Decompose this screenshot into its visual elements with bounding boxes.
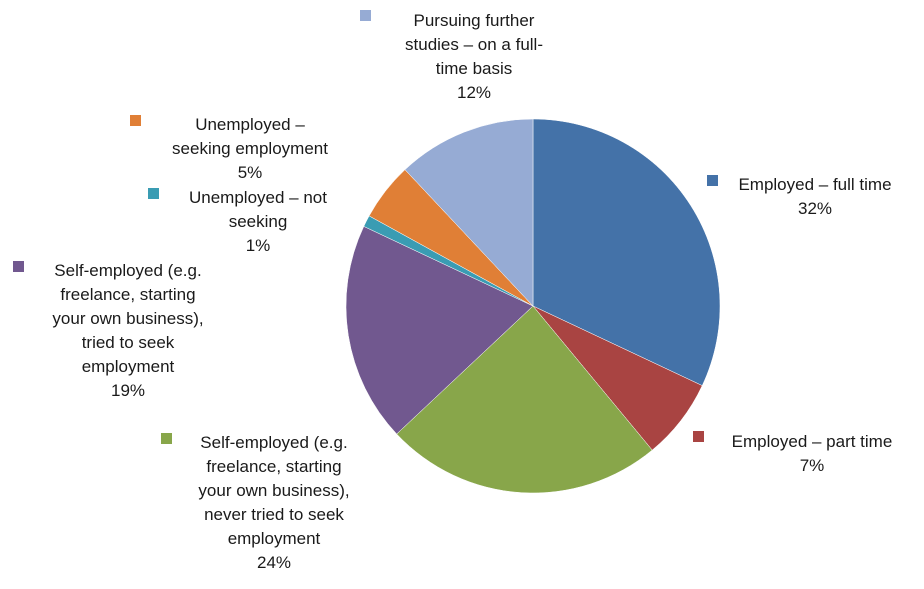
slice-name-label: Unemployed – not: [189, 188, 327, 207]
legend-swatch: [693, 431, 704, 442]
slice-name-label: never tried to seek: [204, 505, 344, 524]
slice-label-employed-full-time: Employed – full time 32%: [707, 175, 892, 218]
slice-name-label: Unemployed –: [195, 115, 305, 134]
slice-name-label: employment: [228, 529, 321, 548]
slice-name-label: Employed – part time: [732, 432, 893, 451]
slice-percent-label: 12%: [457, 83, 491, 102]
slice-name-label: Self-employed (e.g.: [54, 261, 201, 280]
slice-name-label: Pursuing further: [414, 11, 535, 30]
slice-name-label: Self-employed (e.g.: [200, 433, 347, 452]
pie-labels: Employed – full time 32% Employed – part t…: [13, 10, 892, 572]
slice-label-pursuing-further-studies-on-a-full-time-basis: Pursuing further studies – on a full-time…: [360, 10, 543, 102]
slice-name-label: your own business),: [198, 481, 349, 500]
slice-name-label: Employed – full time: [738, 175, 891, 194]
slice-name-label: freelance, starting: [206, 457, 341, 476]
slice-label-unemployed-not-seeking: Unemployed – not seeking 1%: [148, 188, 327, 255]
legend-swatch: [360, 10, 371, 21]
legend-swatch: [161, 433, 172, 444]
slice-name-label: studies – on a full-: [405, 35, 543, 54]
slice-name-label: freelance, starting: [60, 285, 195, 304]
slice-name-label: employment: [82, 357, 175, 376]
legend-swatch: [707, 175, 718, 186]
slice-label-self-employed-e-g-freelance-starting-your-own-business-tried-to-seek-employment: Self-employed (e.g. freelance, starting yo…: [13, 261, 204, 400]
slice-name-label: seeking employment: [172, 139, 328, 158]
slice-percent-label: 1%: [246, 236, 271, 255]
legend-swatch: [130, 115, 141, 126]
pie-slice-employed-full-time: [532, 118, 721, 386]
legend-swatch: [13, 261, 24, 272]
slice-label-employed-part-time: Employed – part time 7%: [693, 431, 892, 475]
slice-name-label: your own business),: [52, 309, 203, 328]
slice-label-self-employed-e-g-freelance-starting-your-own-business-never-tried-to-seek-employment: Self-employed (e.g. freelance, starting yo…: [161, 433, 350, 572]
slice-name-label: tried to seek: [82, 333, 175, 352]
pie-slice-pursuing-further-studies-on-a-full-time-basis: [404, 118, 534, 307]
pie-slice-self-employed-e-g-freelance-starting-your-own-business-tried-to-seek-employment: [345, 226, 534, 435]
slice-percent-label: 24%: [257, 553, 291, 572]
legend-swatch: [148, 188, 159, 199]
pie-slices: [345, 118, 721, 494]
slice-label-unemployed-seeking-employment: Unemployed – seeking employment 5%: [130, 115, 328, 182]
slice-name-label: seeking: [229, 212, 288, 231]
slice-percent-label: 19%: [111, 381, 145, 400]
slice-percent-label: 7%: [800, 456, 825, 475]
pie-slice-self-employed-e-g-freelance-starting-your-own-business-never-tried-to-seek-employment: [396, 305, 653, 494]
slice-name-label: time basis: [436, 59, 513, 78]
slice-percent-label: 5%: [238, 163, 263, 182]
slice-percent-label: 32%: [798, 199, 832, 218]
